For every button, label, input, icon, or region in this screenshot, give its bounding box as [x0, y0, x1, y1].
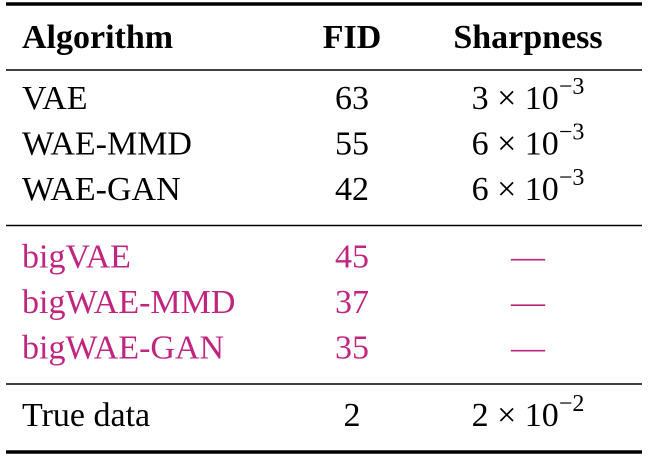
fid-cell: 45: [335, 238, 369, 275]
fid-cell: 42: [335, 171, 369, 208]
header-cell: Sharpness: [453, 19, 602, 56]
mantissa: 2 × 10: [472, 397, 559, 434]
exponent: −2: [559, 391, 585, 417]
exponent: −3: [559, 165, 585, 191]
algorithm-cell: VAE: [22, 80, 88, 117]
exponent: −3: [559, 119, 585, 145]
algorithm-cell: bigVAE: [22, 238, 131, 275]
mantissa: 3 × 10: [472, 80, 559, 117]
sharpness-cell: 6 × 10−3: [472, 165, 585, 208]
fid-cell: 2: [344, 397, 361, 434]
sharpness-cell: —: [510, 284, 546, 321]
mantissa: 6 × 10: [472, 125, 559, 162]
mantissa: 6 × 10: [472, 171, 559, 208]
fid-cell: 55: [335, 125, 369, 162]
algorithm-cell: True data: [22, 397, 150, 434]
fid-cell: 37: [335, 284, 369, 321]
sharpness-cell: 2 × 10−2: [472, 391, 585, 434]
sharpness-cell: 6 × 10−3: [472, 119, 585, 162]
header-cell: Algorithm: [22, 19, 173, 56]
fid-cell: 63: [335, 80, 369, 117]
sharpness-cell: 3 × 10−3: [472, 74, 585, 117]
sharpness-cell: —: [510, 329, 546, 366]
exponent: −3: [559, 74, 585, 100]
fid-cell: 35: [335, 329, 369, 366]
algorithm-cell: bigWAE-MMD: [22, 284, 235, 321]
algorithm-cell: WAE-MMD: [22, 125, 192, 162]
algorithm-cell: bigWAE-GAN: [22, 329, 224, 366]
header-cell: FID: [323, 19, 382, 56]
sharpness-cell: —: [510, 238, 546, 275]
algorithm-cell: WAE-GAN: [22, 171, 181, 208]
